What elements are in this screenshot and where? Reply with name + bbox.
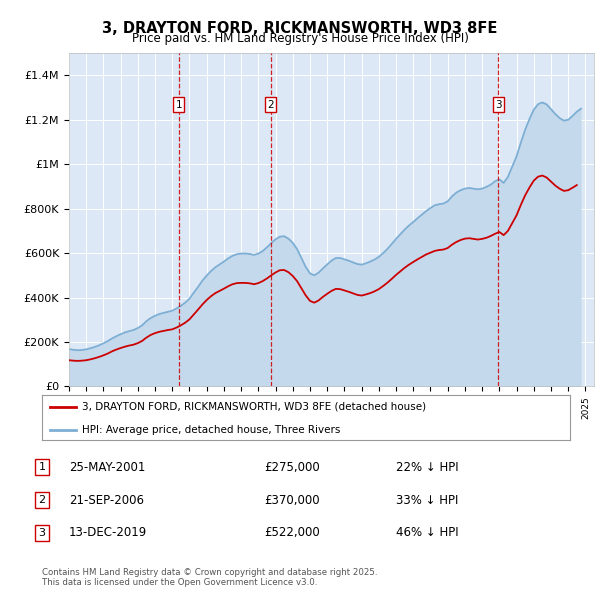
Text: 1: 1 (38, 463, 46, 472)
Text: £370,000: £370,000 (264, 494, 320, 507)
Text: 25-MAY-2001: 25-MAY-2001 (69, 461, 145, 474)
Text: HPI: Average price, detached house, Three Rivers: HPI: Average price, detached house, Thre… (82, 425, 340, 435)
Text: 2: 2 (38, 496, 46, 505)
Text: 46% ↓ HPI: 46% ↓ HPI (396, 526, 458, 539)
Text: 3: 3 (38, 528, 46, 537)
Text: 1: 1 (176, 100, 182, 110)
Text: £522,000: £522,000 (264, 526, 320, 539)
Text: 2: 2 (267, 100, 274, 110)
Text: Contains HM Land Registry data © Crown copyright and database right 2025.
This d: Contains HM Land Registry data © Crown c… (42, 568, 377, 587)
Text: 33% ↓ HPI: 33% ↓ HPI (396, 494, 458, 507)
Text: Price paid vs. HM Land Registry's House Price Index (HPI): Price paid vs. HM Land Registry's House … (131, 32, 469, 45)
Text: 3, DRAYTON FORD, RICKMANSWORTH, WD3 8FE: 3, DRAYTON FORD, RICKMANSWORTH, WD3 8FE (103, 21, 497, 35)
Text: 13-DEC-2019: 13-DEC-2019 (69, 526, 147, 539)
Text: 21-SEP-2006: 21-SEP-2006 (69, 494, 144, 507)
Text: 3, DRAYTON FORD, RICKMANSWORTH, WD3 8FE (detached house): 3, DRAYTON FORD, RICKMANSWORTH, WD3 8FE … (82, 402, 426, 412)
Text: £275,000: £275,000 (264, 461, 320, 474)
Text: 22% ↓ HPI: 22% ↓ HPI (396, 461, 458, 474)
Text: 3: 3 (495, 100, 502, 110)
